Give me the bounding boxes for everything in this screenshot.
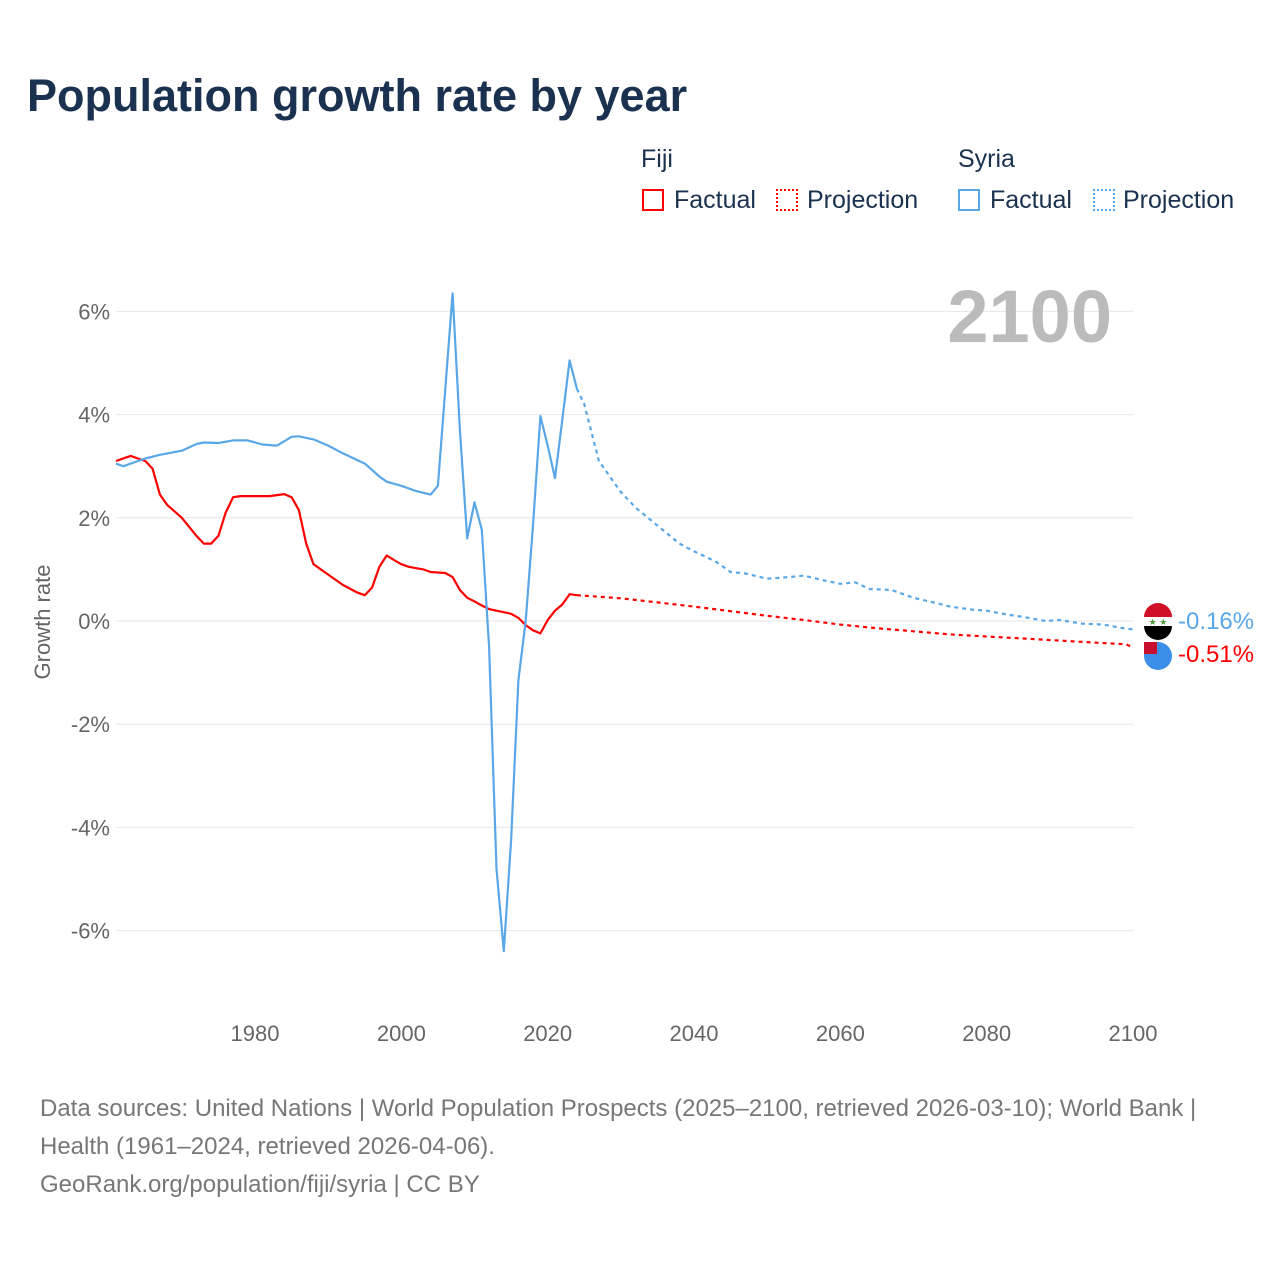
y-tick-label: 4%: [78, 403, 110, 428]
y-tick-label: 2%: [78, 506, 110, 531]
footer: Data sources: United Nations | World Pop…: [40, 1090, 1240, 1204]
line-syria-projection: [575, 388, 1134, 631]
x-tick-label: 2040: [670, 1021, 719, 1046]
end-label-fiji: -0.51%: [1178, 641, 1254, 668]
y-tick-label: 6%: [78, 299, 110, 324]
x-tick-label: 2100: [1109, 1021, 1158, 1046]
legend-swatch-fiji-projection[interactable]: [776, 189, 798, 211]
y-axis-label: Growth rate: [30, 565, 55, 680]
y-tick-label: -6%: [71, 919, 110, 944]
end-label-syria: -0.16%: [1178, 608, 1254, 635]
legend-group-fiji: Fiji: [641, 145, 673, 173]
data-sources: Data sources: United Nations | World Pop…: [40, 1095, 1197, 1160]
line-fiji-projection: [576, 594, 1134, 649]
y-tick-label: 0%: [78, 609, 110, 634]
fiji-flag-union: [1144, 642, 1157, 654]
legend-label-fiji-factual[interactable]: Factual: [674, 186, 756, 214]
legend-label-syria-projection[interactable]: Projection: [1123, 186, 1235, 214]
line-fiji-factual: [115, 454, 578, 635]
x-tick-label: 2000: [377, 1021, 426, 1046]
year-label: 2100: [947, 275, 1112, 358]
x-tick-label: 2020: [523, 1021, 572, 1046]
legend-swatch-fiji-factual[interactable]: [642, 189, 664, 211]
x-tick-label: 2060: [816, 1021, 865, 1046]
x-tick-label: 2080: [962, 1021, 1011, 1046]
line-syria-factual: [115, 292, 578, 953]
legend-swatch-syria-projection[interactable]: [1093, 189, 1115, 211]
legend-label-syria-factual[interactable]: Factual: [990, 186, 1072, 214]
chart-title: Population growth rate by year: [27, 70, 688, 121]
attribution-link[interactable]: GeoRank.org/population/fiji/syria | CC B…: [40, 1171, 480, 1198]
syria-flag-red: [1144, 603, 1172, 617]
syria-flag-black: [1144, 626, 1172, 640]
legend-group-syria: Syria: [958, 145, 1015, 173]
legend-swatch-syria-factual[interactable]: [958, 189, 980, 211]
y-tick-label: -2%: [71, 712, 110, 737]
x-tick-label: 1980: [231, 1021, 280, 1046]
legend-label-fiji-projection[interactable]: Projection: [807, 186, 919, 214]
syria-flag-stars: ★ ★: [1149, 617, 1168, 627]
y-tick-label: -4%: [71, 815, 110, 840]
